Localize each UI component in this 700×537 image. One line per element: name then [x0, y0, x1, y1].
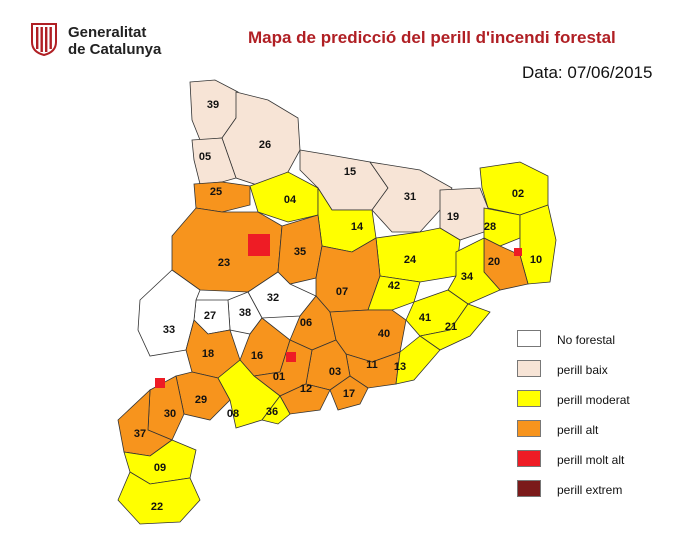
- region-24: [375, 227, 461, 283]
- region-label-21: 21: [445, 321, 457, 333]
- region-10: [519, 204, 557, 285]
- region-label-19: 19: [447, 211, 459, 223]
- region-label-08: 08: [227, 408, 239, 420]
- region-label-42: 42: [388, 280, 400, 292]
- region-label-31: 31: [404, 191, 416, 203]
- region-13: [395, 335, 441, 385]
- logo-line1: Generalitat: [68, 24, 147, 41]
- generalitat-emblem-icon: [31, 23, 57, 56]
- legend-item: perill extrem: [517, 480, 687, 510]
- region-28: [483, 207, 521, 247]
- legend-label: perill alt: [557, 423, 599, 437]
- legend-label: perill baix: [557, 363, 608, 377]
- region-label-06: 06: [300, 317, 312, 329]
- region-label-41: 41: [419, 312, 431, 324]
- legend-label: perill molt alt: [557, 453, 625, 467]
- labels-layer: 39 26 05 15 31 02 25 04 19 28 14 10 23 35 24 20 34 07 42 32…: [134, 99, 542, 513]
- region-label-10: 10: [530, 254, 542, 266]
- region-label-13: 13: [394, 361, 406, 373]
- legend-label: perill extrem: [557, 483, 623, 497]
- molt-alt-spot: [155, 378, 165, 388]
- region-label-15: 15: [344, 166, 356, 178]
- legend-swatch: [517, 390, 541, 407]
- region-label-17: 17: [343, 388, 355, 400]
- date-value: 07/06/2015: [567, 63, 653, 82]
- page-title: Mapa de predicció del perill d'incendi f…: [248, 28, 616, 47]
- region-label-23: 23: [218, 257, 230, 269]
- region-label-16: 16: [251, 350, 263, 362]
- region-label-28: 28: [484, 221, 496, 233]
- region-label-30: 30: [164, 408, 176, 420]
- date-stamp: Data: 07/06/2015: [522, 63, 652, 83]
- legend-item: No forestal: [517, 330, 687, 360]
- region-17: [329, 375, 369, 411]
- region-label-03: 03: [329, 366, 341, 378]
- region-label-25: 25: [210, 186, 222, 198]
- region-label-38: 38: [239, 307, 251, 319]
- map-legend: No forestal perill baix perill moderat p…: [517, 330, 687, 510]
- region-label-32: 32: [267, 292, 279, 304]
- molt-alt-spot: [248, 234, 270, 256]
- regions-layer: [117, 79, 557, 525]
- region-label-07: 07: [336, 286, 348, 298]
- region-label-01: 01: [273, 371, 285, 383]
- legend-label: perill moderat: [557, 393, 630, 407]
- region-label-02: 02: [512, 188, 524, 200]
- region-label-04: 04: [284, 194, 297, 206]
- legend-item: perill baix: [517, 360, 687, 390]
- region-label-29: 29: [195, 394, 207, 406]
- region-36: [261, 395, 291, 425]
- region-22: [117, 471, 201, 525]
- region-label-05: 05: [199, 151, 211, 163]
- legend-item: perill moderat: [517, 390, 687, 420]
- region-label-39: 39: [207, 99, 219, 111]
- region-label-37: 37: [134, 428, 146, 440]
- region-label-27: 27: [204, 310, 216, 322]
- region-label-36: 36: [266, 406, 278, 418]
- region-34: [447, 237, 501, 305]
- region-label-34: 34: [461, 271, 474, 283]
- generalitat-logo: Generalitat de Catalunya: [30, 22, 180, 62]
- region-label-40: 40: [378, 328, 390, 340]
- legend-swatch: [517, 420, 541, 437]
- logo-line2: de Catalunya: [68, 41, 162, 58]
- molt-alt-spot: [286, 352, 296, 362]
- legend-item: perill alt: [517, 420, 687, 450]
- region-label-33: 33: [163, 324, 175, 336]
- region-42: [367, 275, 421, 311]
- legend-label: No forestal: [557, 333, 616, 347]
- region-label-12: 12: [300, 383, 312, 395]
- region-label-26: 26: [259, 139, 271, 151]
- region-label-11: 11: [366, 359, 378, 371]
- molt-alt-spot: [514, 248, 522, 256]
- date-label: Data:: [522, 63, 563, 82]
- legend-item: perill molt alt: [517, 450, 687, 480]
- region-label-35: 35: [294, 246, 306, 258]
- legend-swatch: [517, 480, 541, 497]
- legend-swatch: [517, 330, 541, 347]
- region-label-14: 14: [351, 221, 364, 233]
- region-label-18: 18: [202, 348, 214, 360]
- region-label-20: 20: [488, 256, 500, 268]
- region-label-24: 24: [404, 254, 417, 266]
- region-label-09: 09: [154, 462, 166, 474]
- logo-wordmark: Generalitat de Catalunya: [68, 24, 161, 58]
- legend-swatch: [517, 360, 541, 377]
- region-label-22: 22: [151, 501, 163, 513]
- legend-swatch: [517, 450, 541, 467]
